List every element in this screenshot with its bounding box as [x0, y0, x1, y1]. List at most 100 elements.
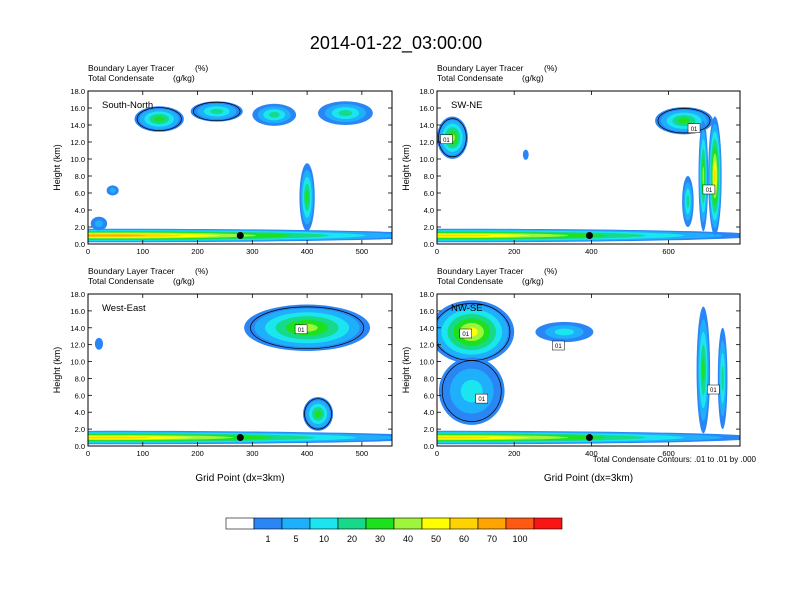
contour-label-box [459, 328, 472, 339]
x-tick-label: 100 [137, 449, 150, 458]
y-tick-label: 14.0 [70, 324, 85, 333]
y-tick-label: 14.0 [419, 324, 434, 333]
y-tick-label: 6.0 [424, 391, 434, 400]
contour-label: 01 [710, 388, 717, 394]
contour-label-box [475, 393, 488, 404]
contour-label: 01 [462, 332, 469, 338]
subtitle-tracer-unit: (%) [544, 266, 557, 276]
x-tick-label: 0 [86, 449, 90, 458]
contour-label-box [687, 123, 701, 133]
panel-bottom-right: 01 01 01 01 0.0 2.0 4.0 6.0 8.0 10.0 12.0 14.0 16.0 1… [401, 266, 741, 484]
tracer-level-5 [315, 410, 322, 418]
tracer-level-6 [702, 166, 705, 186]
contour-label: 01 [555, 344, 562, 350]
y-tick-label: 10.0 [419, 358, 434, 367]
tracer-blob [698, 120, 709, 232]
subtitle-tracer: Boundary Layer Tracer [88, 63, 175, 73]
tracer-level-8 [437, 436, 492, 439]
x-tick-label: 200 [191, 449, 204, 458]
colorbar-label: 100 [512, 534, 527, 544]
colorbar-swatch [477, 517, 507, 530]
y-tick-label: 8.0 [75, 172, 85, 181]
x-tick-label: 400 [301, 247, 314, 256]
colorbar-label: 40 [403, 534, 413, 544]
tracer-blob [190, 101, 243, 122]
location-marker [236, 434, 244, 442]
tracer-level-8 [88, 436, 151, 439]
y-tick-label: 16.0 [70, 307, 85, 316]
y-tick-label: 0.0 [424, 442, 434, 451]
y-tick-label: 10.0 [419, 155, 434, 164]
contour-label-box [294, 324, 308, 335]
tracer-blob [682, 176, 694, 227]
subtitle-tracer: Boundary Layer Tracer [437, 266, 524, 276]
y-tick-label: 8.0 [75, 374, 85, 383]
y-tick-label: 2.0 [424, 425, 434, 434]
tracer-level-9 [88, 234, 147, 237]
subtitle-condensate: Total Condensate [88, 276, 154, 286]
tracer-level-8 [437, 234, 492, 237]
tracer-level-4 [338, 110, 353, 117]
tracer-blob [94, 337, 104, 350]
y-tick-label: 14.0 [419, 121, 434, 130]
contour-footnote: Total Condensate Contours: .01 to .01 by… [593, 455, 757, 464]
tracer-level-1 [522, 149, 529, 160]
tracer-blob [696, 306, 711, 434]
colorbar-swatch [449, 517, 479, 530]
condensate-contour [441, 360, 502, 422]
contour-label: 01 [298, 328, 305, 334]
location-marker [585, 232, 593, 239]
condensate-contour [250, 306, 365, 350]
condensate-contour [438, 118, 467, 158]
y-tick-label: 2.0 [75, 425, 85, 434]
subtitle-tracer-unit: (%) [195, 63, 208, 73]
subtitle-tracer: Boundary Layer Tracer [88, 266, 175, 276]
tracer-level-4 [721, 365, 724, 392]
colorbar-label: 10 [319, 534, 329, 544]
y-tick-label: 18.0 [70, 290, 85, 299]
x-axis-label: Grid Point (dx=3km) [195, 473, 284, 484]
panel-top-left: 0.0 2.0 4.0 6.0 8.0 10.0 12.0 14.0 16.0 18.0 0 100 2… [52, 63, 393, 256]
tracer-blob [106, 185, 119, 196]
y-tick-label: 12.0 [419, 138, 434, 147]
y-tick-label: 2.0 [75, 223, 85, 232]
x-tick-label: 100 [137, 247, 150, 256]
y-tick-label: 8.0 [424, 374, 434, 383]
subtitle-condensate-unit: (g/kg) [522, 73, 544, 83]
tracer-blob [134, 106, 184, 132]
x-tick-label: 600 [662, 247, 675, 256]
y-tick-label: 16.0 [419, 307, 434, 316]
y-tick-label: 4.0 [75, 206, 85, 215]
subtitle-tracer: Boundary Layer Tracer [437, 63, 524, 73]
x-tick-label: 0 [435, 247, 439, 256]
x-tick-label: 400 [585, 247, 598, 256]
tracer-level-4 [268, 112, 280, 118]
y-tick-label: 18.0 [419, 87, 434, 96]
contour-label-box [702, 184, 716, 195]
x-tick-label: 500 [356, 247, 369, 256]
y-tick-label: 4.0 [424, 408, 434, 417]
tracer-blob [717, 327, 728, 430]
y-axis-label: Height (km) [52, 144, 62, 191]
y-tick-label: 0.0 [75, 442, 85, 451]
section-label: South-North [102, 100, 153, 111]
y-tick-label: 10.0 [70, 155, 85, 164]
contour-label-box [707, 384, 720, 395]
x-tick-label: 200 [508, 247, 521, 256]
colorbar-swatch [393, 517, 423, 530]
x-tick-label: 200 [191, 247, 204, 256]
x-tick-label: 300 [246, 247, 259, 256]
condensate-contour [304, 398, 332, 430]
section-label: NW-SE [451, 303, 483, 314]
tracer-level-4 [210, 108, 224, 114]
y-axis-label: Height (km) [52, 347, 62, 394]
tracer-blob [90, 216, 108, 231]
y-tick-label: 8.0 [424, 172, 434, 181]
y-tick-label: 6.0 [75, 189, 85, 198]
contour-label-box [552, 340, 565, 351]
y-tick-label: 6.0 [424, 189, 434, 198]
tracer-level-1 [94, 337, 104, 350]
contour-label: 01 [706, 188, 713, 194]
tracer-level-3 [554, 328, 575, 336]
